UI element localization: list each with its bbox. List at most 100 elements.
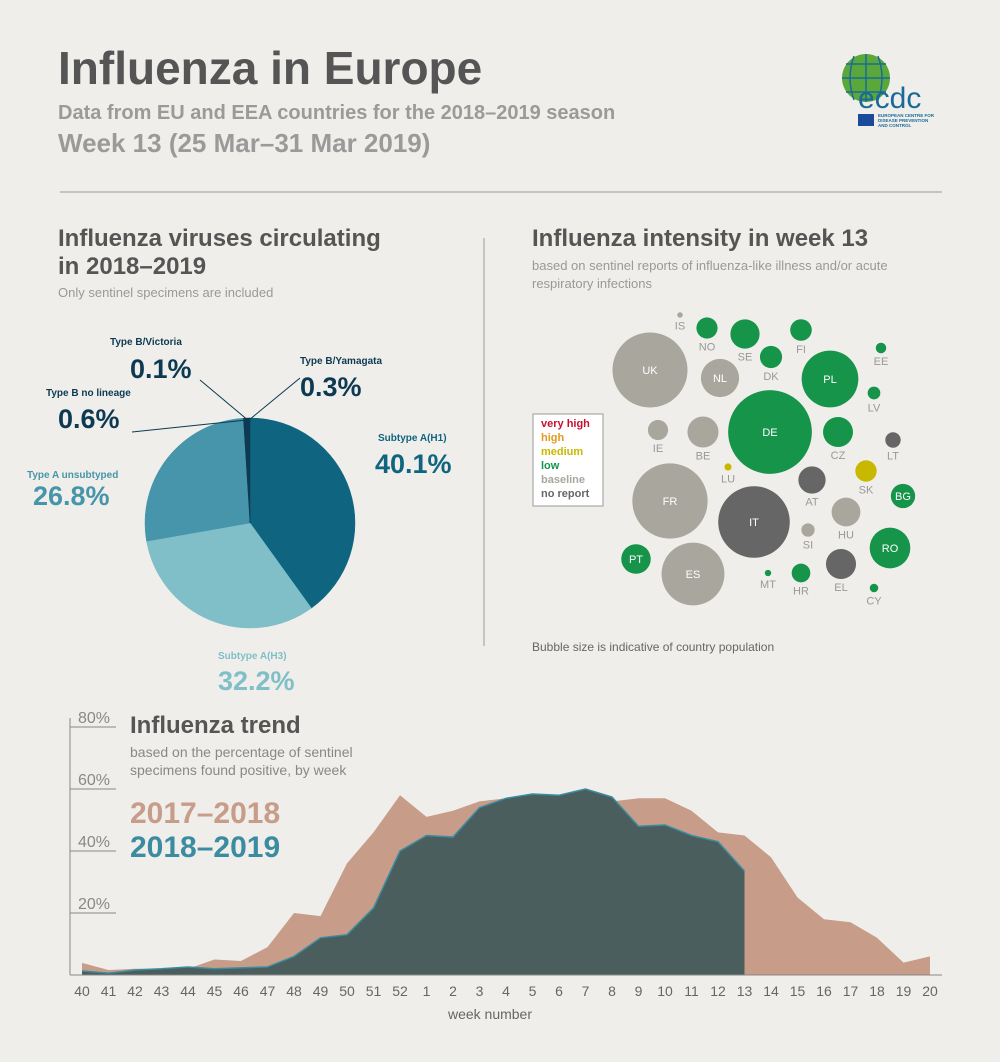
slice-name: Type B/Yamagata (300, 356, 383, 367)
bubble-label: PL (823, 374, 836, 386)
legend-entry: 2018–2019 (130, 831, 280, 864)
week: Week 13 (25 Mar–31 Mar 2019) (58, 128, 430, 158)
slice-value: 0.1% (130, 354, 192, 384)
x-tick-label: 3 (476, 983, 484, 999)
bubble (823, 417, 853, 447)
bubble (791, 563, 811, 583)
legend-entry: baseline (541, 474, 585, 486)
area-edge (81, 788, 746, 974)
bubble (790, 319, 812, 341)
eu-flag (858, 114, 874, 126)
x-tick-label: 18 (869, 983, 885, 999)
bubble (885, 432, 901, 448)
bubble-label: ES (686, 569, 701, 581)
bubble-label: EE (874, 356, 889, 368)
x-tick-label: 51 (366, 983, 382, 999)
bubble-label: AT (805, 497, 819, 509)
slice-value: 0.6% (58, 404, 120, 434)
bubble-label: RO (882, 543, 899, 555)
bubble (869, 583, 879, 593)
bubble-label: CY (866, 595, 882, 607)
x-tick-label: 20 (922, 983, 938, 999)
bubble (764, 569, 772, 577)
bubble-label: DE (762, 427, 777, 439)
x-tick-label: 5 (529, 983, 537, 999)
slice-value: 26.8% (33, 481, 110, 511)
x-tick-label: 14 (763, 983, 779, 999)
x-tick-label: 49 (313, 983, 329, 999)
x-tick-label: 44 (180, 983, 196, 999)
pie-slice (249, 417, 356, 609)
x-tick-label: 43 (154, 983, 170, 999)
x-tick-label: 15 (790, 983, 806, 999)
bubble-label: NL (713, 373, 727, 385)
pie-slice (146, 522, 312, 629)
bubble (612, 332, 688, 408)
legend-entry: medium (541, 446, 583, 458)
y-tick-label: 60% (78, 772, 110, 789)
slice-name: Type B no lineage (46, 388, 131, 399)
slice-value: 40.1% (375, 449, 452, 479)
legend-entry: high (541, 432, 564, 444)
logo-line: EUROPEAN CENTRE FOR (878, 113, 935, 118)
bubble (632, 463, 708, 539)
bubble-label: CZ (831, 450, 846, 462)
bubble-label: SI (803, 540, 813, 552)
x-tick-label: 50 (339, 983, 355, 999)
logo-grid (842, 54, 890, 102)
subtitle: Data from EU and EEA countries for the 2… (58, 102, 615, 124)
bubble-label: IE (653, 443, 663, 455)
bubble-label: BE (696, 451, 711, 463)
slice-name: Type A unsubtyped (27, 470, 118, 481)
x-tick-label: 2 (449, 983, 457, 999)
bubble (831, 497, 861, 527)
bubble (867, 386, 881, 400)
legend-entry: low (541, 460, 560, 472)
x-tick-label: 42 (127, 983, 143, 999)
slice-name: Type B/Victoria (110, 337, 182, 348)
bubble (875, 342, 887, 354)
bubble (728, 390, 812, 474)
bubble-label: SK (859, 485, 874, 497)
x-tick-label: 40 (74, 983, 90, 999)
bubble-label: LU (721, 474, 735, 486)
slice-name: Subtype A(H3) (218, 651, 287, 662)
bubble-label: NO (699, 342, 716, 354)
bubble (621, 544, 651, 574)
x-tick-label: 16 (816, 983, 832, 999)
logo-line: AND CONTROL (878, 123, 911, 128)
bubble-label: HU (838, 529, 854, 541)
chart-note: Bubble size is indicative of country pop… (532, 640, 774, 654)
x-tick-label: 17 (843, 983, 859, 999)
chart-subtitle: based on sentinel reports of influenza-l… (532, 258, 888, 273)
bubble-label: UK (642, 365, 658, 377)
x-tick-label: 45 (207, 983, 223, 999)
chart-title: Influenza trend (130, 712, 301, 739)
x-tick-label: 12 (710, 983, 726, 999)
bubble-label: FR (663, 496, 678, 508)
bubble-label: SE (738, 352, 753, 364)
pie-slice (144, 417, 251, 542)
x-tick-label: 48 (286, 983, 302, 999)
legend-entry: 2017–2018 (130, 797, 280, 830)
bubble (677, 312, 683, 318)
bubble (798, 466, 826, 494)
bubble-label: DK (763, 371, 779, 383)
chart-title: in 2018–2019 (58, 253, 206, 280)
logo-line: DISEASE PREVENTION (878, 118, 928, 123)
x-tick-label: 46 (233, 983, 249, 999)
bubble (724, 463, 732, 471)
chart-title: Influenza intensity in week 13 (532, 225, 868, 252)
bubble (696, 317, 718, 339)
bubble (759, 345, 783, 369)
chart-subtitle: Only sentinel specimens are included (58, 285, 273, 300)
bubble-label: LT (887, 451, 899, 463)
y-tick-label: 20% (78, 896, 110, 913)
x-tick-label: 47 (260, 983, 276, 999)
slice-value: 0.3% (300, 372, 362, 402)
bubble-label: LV (868, 402, 881, 414)
x-tick-label: 41 (101, 983, 117, 999)
x-tick-label: 8 (608, 983, 616, 999)
bubble (647, 419, 669, 441)
